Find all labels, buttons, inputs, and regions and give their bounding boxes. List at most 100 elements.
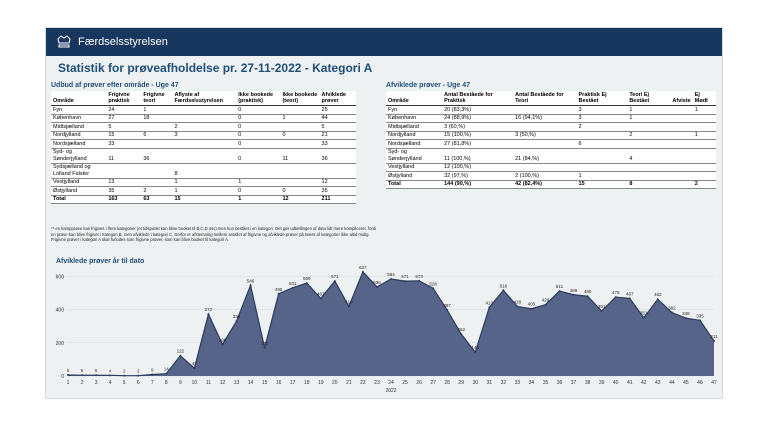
footnote: ** en kampprøve kan frigives i flere kat…: [51, 226, 377, 242]
data-label: 211: [710, 334, 718, 339]
data-label: 348: [682, 311, 690, 316]
table-row: Fyn 24 1 0 25: [51, 105, 356, 115]
table-cell: 33: [319, 139, 356, 149]
table-cell: 2 (100,%): [513, 171, 577, 181]
point: [137, 374, 140, 377]
data-label: 516: [500, 283, 508, 288]
table-row: Østjylland 32 (97,%) 2 (100,%) 1: [386, 171, 716, 181]
table-cell: [627, 171, 671, 181]
point: [277, 292, 280, 295]
data-label: 2: [137, 369, 140, 374]
table-cell: 5: [106, 122, 142, 132]
column-header: Ej Mødt: [692, 91, 716, 106]
table-cell: 32 (97,%): [442, 171, 514, 181]
column-header: Afviklede prøver: [319, 91, 356, 106]
table-cell: [670, 131, 693, 140]
brand: Færdselsstyrelsen: [78, 36, 168, 48]
table-cell: Nordjylland: [51, 131, 107, 140]
data-label: 9: [151, 368, 154, 373]
point: [347, 305, 350, 308]
table-cell: [280, 122, 320, 132]
x-tick-label: 36: [557, 380, 563, 386]
column-header: Antal Beståede for Praktisk: [442, 91, 514, 106]
table-cell: Total: [386, 179, 443, 189]
point: [474, 351, 477, 354]
table-cell: Nordjylland: [386, 131, 443, 140]
table-cell: 0: [236, 148, 281, 164]
table-cell: 1: [236, 178, 281, 187]
point: [544, 303, 547, 306]
data-label: 391: [598, 304, 606, 309]
table-cell: 2: [172, 122, 237, 132]
data-label: 419: [345, 299, 353, 304]
results-table: Område Antal Beståede for Praktisk Antal B…: [386, 91, 716, 189]
point: [404, 280, 407, 283]
data-label: 546: [247, 278, 255, 283]
table-cell: 0: [236, 186, 281, 196]
table-cell: 163: [106, 194, 142, 204]
table-row: København 27 18 0 1 44: [51, 114, 356, 123]
point: [123, 374, 126, 377]
table-row: Nordjylland 15 6 3 0 0 21: [51, 131, 356, 140]
table-cell: 4: [627, 148, 671, 164]
data-label: 418: [514, 300, 522, 305]
table-cell: [513, 139, 577, 149]
table-row: Total 144 (90,%) 42 (82,4%) 15 8 2: [386, 179, 716, 189]
table-cell: 15: [106, 131, 142, 140]
table-cell: [670, 179, 693, 189]
data-label: 5: [81, 368, 84, 373]
point: [614, 296, 617, 299]
table-row: Midtsjælland 3 (60,%) 2: [386, 122, 716, 132]
table-row: Nordjylland 15 (100,%) 3 (50,%) 2 1: [386, 131, 716, 140]
point: [151, 373, 154, 376]
table-cell: Nordsjælland: [51, 139, 107, 149]
x-tick-label: 32: [501, 380, 507, 386]
table-cell: [172, 148, 237, 164]
table-cell: [513, 105, 577, 115]
data-label: 584: [387, 272, 395, 277]
x-tick-label: 14: [248, 380, 254, 386]
table-cell: [692, 163, 716, 172]
table-cell: 33: [106, 139, 142, 149]
x-tick-label: 30: [472, 380, 478, 386]
table-row: Sydsjælland og Lolland Falster 8: [51, 163, 356, 179]
table-cell: [670, 171, 693, 181]
table-cell: [692, 139, 716, 149]
column-header: Praktisk Ej Bestået: [576, 91, 628, 106]
table-cell: Midtsjælland: [51, 122, 107, 132]
table-cell: 42 (82,4%): [513, 179, 577, 189]
table-cell: 0: [236, 105, 281, 115]
table-cell: [670, 148, 693, 164]
data-label: 143: [472, 345, 480, 350]
table-cell: København: [51, 114, 107, 123]
point: [628, 297, 631, 300]
y-tick-label: 600: [56, 274, 65, 280]
table-cell: [670, 163, 693, 172]
header-bar: Færdselsstyrelsen: [46, 28, 722, 56]
data-label: 14: [164, 367, 170, 372]
data-label: 489: [570, 288, 578, 293]
x-tick-label: 5: [123, 380, 126, 386]
table-cell: 27: [106, 114, 142, 123]
point: [530, 307, 533, 310]
x-tick-label: 33: [515, 380, 521, 386]
x-tick-label: 16: [276, 380, 282, 386]
point: [460, 333, 463, 336]
x-tick-label: 17: [290, 380, 296, 386]
point: [95, 374, 98, 377]
data-label: 467: [317, 291, 325, 296]
x-tick-label: 47: [711, 380, 717, 386]
table-title: Udbud af prøver efter område - Uge 47: [51, 82, 179, 89]
table-cell: 63: [141, 194, 173, 204]
table-cell: 13: [106, 178, 142, 187]
point: [586, 295, 589, 298]
x-tick-label: 24: [388, 380, 394, 386]
supply-table: Område Frigivne praktisk Frigivne teori Afl…: [51, 91, 356, 204]
column-header: Teori Ej Bestået: [627, 91, 671, 106]
table-cell: 1: [627, 114, 671, 123]
x-tick-label: 41: [627, 380, 633, 386]
data-label: 413: [486, 300, 494, 305]
table-cell: 36: [319, 148, 356, 164]
table-cell: 1: [172, 178, 237, 187]
